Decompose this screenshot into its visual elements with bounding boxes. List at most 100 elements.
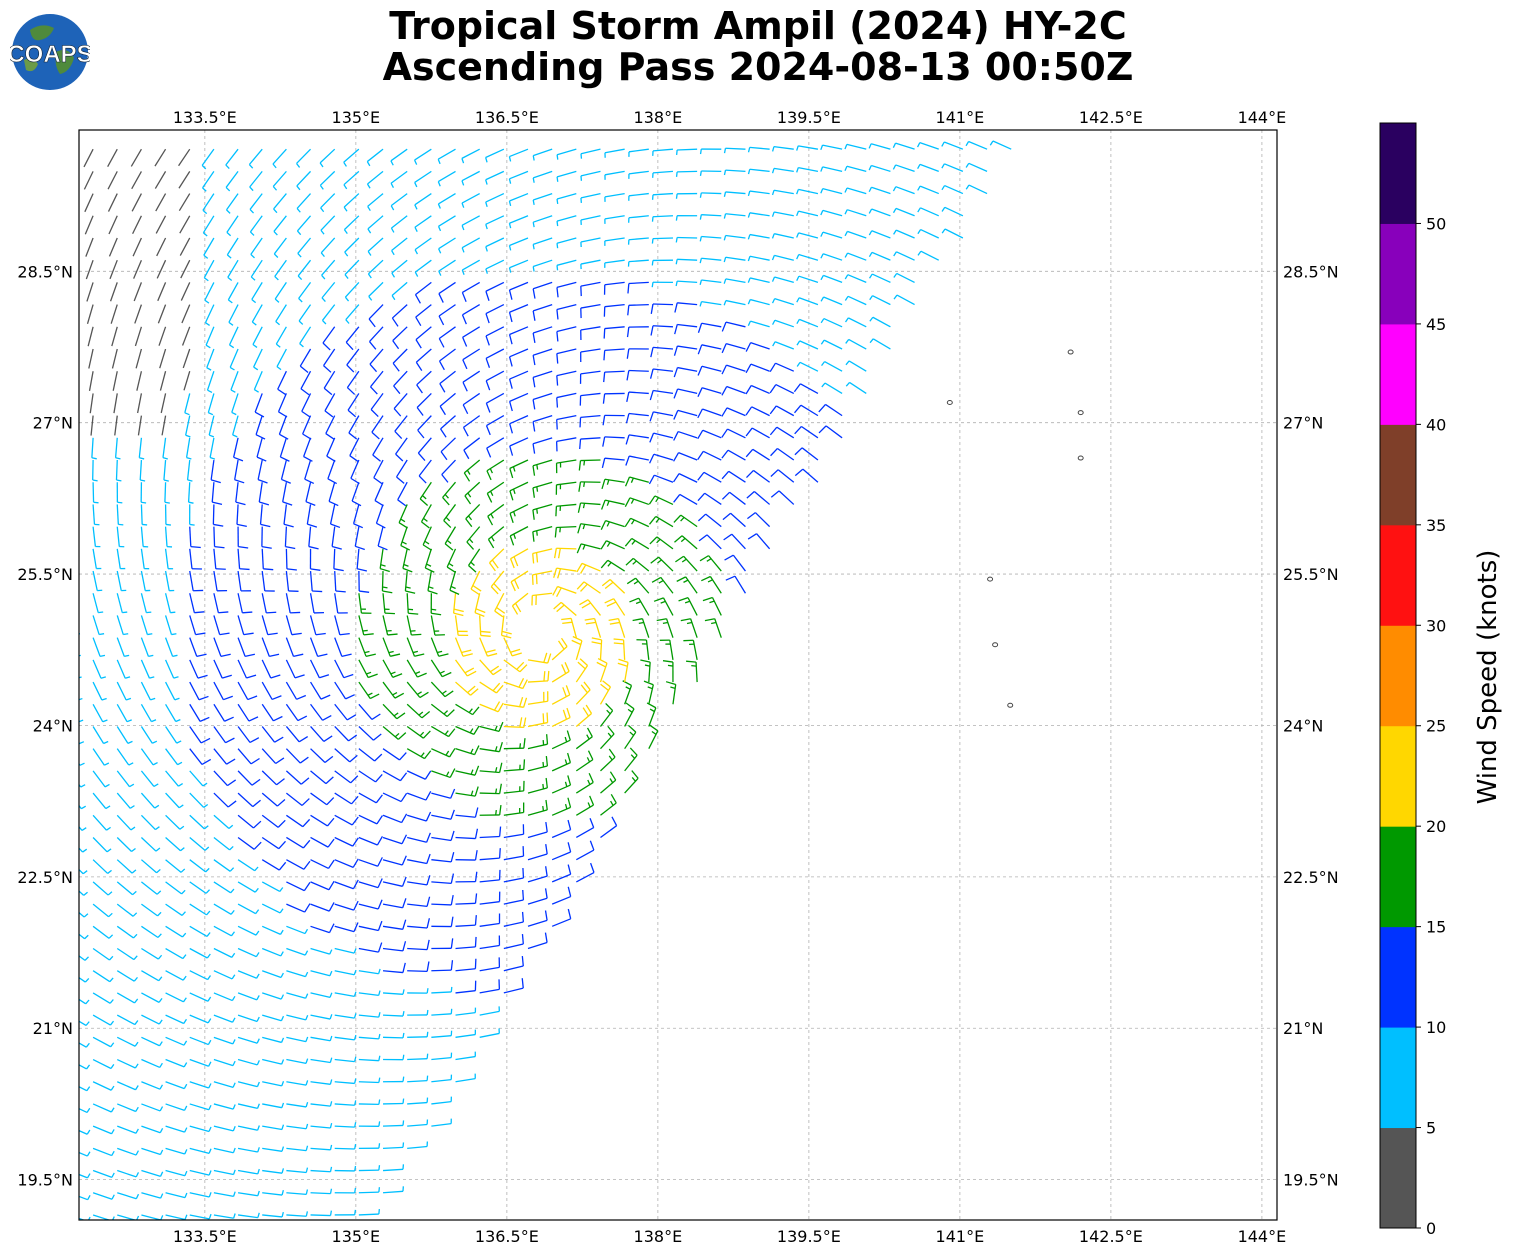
wind-barb	[377, 526, 388, 551]
wind-barb	[503, 802, 525, 816]
wind-barb	[310, 947, 333, 955]
wind-barb	[407, 1097, 429, 1105]
wind-barb	[164, 526, 173, 548]
wind-barb	[280, 459, 291, 484]
island-outline	[987, 576, 994, 582]
wind-barb	[79, 697, 83, 701]
wind-barb	[509, 415, 529, 434]
wind-barb	[626, 577, 650, 594]
wind-barb	[116, 814, 136, 831]
wind-barb	[141, 970, 163, 982]
wind-barb	[407, 811, 432, 822]
wind-barb	[358, 990, 381, 997]
wind-barb	[116, 1036, 139, 1047]
wind-barb	[721, 343, 746, 354]
wind-barb	[369, 348, 384, 373]
wind-barb	[358, 681, 380, 700]
wind-barb	[509, 503, 529, 523]
wind-barb	[261, 792, 286, 807]
wind-barb	[189, 947, 211, 959]
wind-barb	[455, 786, 479, 797]
wind-barb	[407, 1053, 429, 1061]
wind-barb	[479, 979, 501, 994]
wind-barb	[111, 348, 118, 369]
wind-barb	[626, 391, 649, 402]
wind-barb	[237, 615, 254, 636]
wind-barb	[455, 745, 480, 756]
wind-barb	[252, 326, 263, 348]
wind-barb	[165, 726, 182, 744]
wind-barb	[116, 903, 138, 917]
wind-barb	[189, 548, 202, 570]
wind-barb	[508, 170, 529, 184]
wind-barb	[431, 768, 456, 779]
coaps-logo: COAPS	[7, 12, 93, 92]
wind-barb	[345, 326, 360, 351]
wind-barb	[551, 775, 572, 794]
wind-barb	[793, 383, 819, 394]
wind-barb	[334, 836, 359, 847]
wind-barb	[479, 891, 501, 905]
wind-barb	[643, 680, 654, 705]
wind-barb	[92, 814, 111, 831]
wind-barb	[302, 415, 312, 440]
wind-barb	[466, 526, 481, 550]
wind-barb	[532, 459, 553, 476]
wind-barb	[189, 1192, 212, 1198]
wind-barb	[92, 1169, 115, 1178]
wind-barb	[556, 237, 577, 249]
wind-barb	[181, 326, 191, 346]
wind-barb	[232, 437, 244, 462]
wind-barb	[579, 437, 601, 450]
wind-barb	[454, 615, 469, 637]
wind-barb	[204, 304, 215, 327]
wind-barb	[794, 447, 819, 461]
wind-barb	[486, 437, 505, 458]
wind-barb	[319, 148, 336, 168]
wind-barb	[437, 193, 456, 209]
wind-barb	[463, 459, 481, 482]
wind-barb	[407, 1141, 429, 1149]
wind-barb	[92, 1147, 115, 1157]
wind-barb	[699, 148, 722, 155]
wind-barb	[189, 504, 195, 526]
wind-barb	[603, 281, 625, 295]
wind-barb	[532, 148, 553, 161]
wind-barb	[532, 259, 553, 272]
wind-barb	[84, 215, 94, 235]
wind-barb	[455, 893, 478, 905]
wind-barb	[575, 795, 595, 816]
wind-barb	[334, 1187, 357, 1194]
wind-barb	[769, 362, 795, 373]
wind-barb	[485, 170, 505, 185]
wind-barb	[485, 237, 505, 252]
wind-barb	[509, 526, 529, 546]
wind-barb	[600, 793, 617, 816]
lon-label-top: 133.5°E	[173, 108, 237, 127]
wind-barb	[262, 1168, 285, 1174]
wind-barb	[107, 148, 118, 168]
wind-barb	[107, 171, 118, 190]
wind-barb	[320, 215, 336, 235]
wind-barb	[553, 567, 577, 579]
wind-barb	[555, 459, 577, 474]
wind-barb	[262, 992, 285, 1000]
wind-barb	[577, 502, 601, 513]
wind-barb	[580, 215, 601, 226]
wind-barb	[92, 593, 104, 614]
wind-barb	[310, 814, 335, 827]
wind-barb	[503, 911, 525, 927]
wind-barb	[286, 925, 309, 935]
wind-barb	[213, 615, 230, 636]
wind-barb	[328, 482, 339, 507]
wind-barb	[277, 393, 288, 418]
wind-barb	[133, 259, 143, 279]
wind-barb	[869, 295, 891, 306]
wind-barb	[237, 792, 261, 808]
wind-barb	[155, 193, 167, 212]
wind-barb	[213, 1147, 236, 1154]
wind-barb	[141, 925, 162, 939]
wind-barb	[675, 192, 698, 199]
wind-barb	[721, 364, 746, 375]
wind-barb	[165, 1214, 188, 1220]
